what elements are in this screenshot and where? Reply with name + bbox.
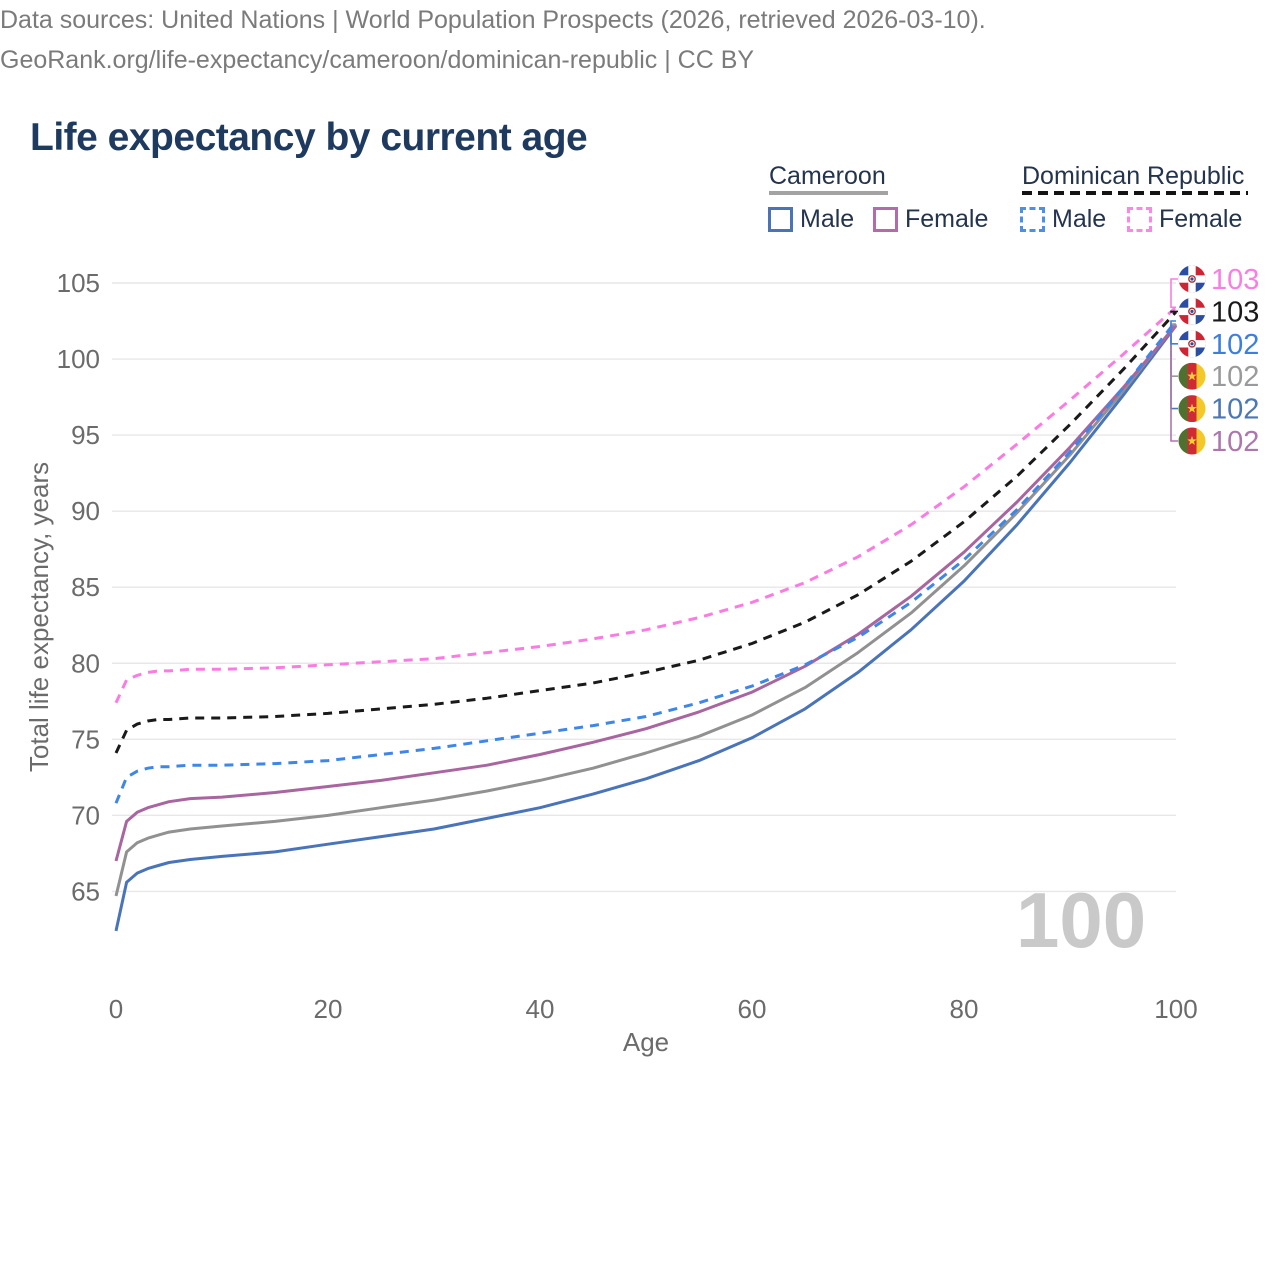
- cameroon-flag-icon: [1178, 427, 1206, 455]
- end-label-value: 102: [1211, 394, 1259, 426]
- footer-sources: Data sources: United Nations | World Pop…: [0, 6, 986, 34]
- x-tick-label: 60: [738, 994, 767, 1024]
- star-icon: [1187, 371, 1197, 381]
- legend-swatch-cameroon-female[interactable]: [873, 207, 898, 232]
- end-label-connector: [1170, 324, 1178, 442]
- end-label-value: 102: [1211, 329, 1259, 361]
- legend-group-dominican-republic[interactable]: Dominican Republic: [1022, 162, 1245, 190]
- star-icon: [1187, 403, 1197, 413]
- x-axis-title: Age: [623, 1027, 669, 1057]
- series-line-cameroon-female[interactable]: [114, 324, 1178, 862]
- y-tick-label: 80: [71, 648, 100, 678]
- series-line-dominican-republic-female[interactable]: [114, 306, 1177, 704]
- legend-underline-cameroon: [769, 191, 888, 195]
- legend-label-dominican-female[interactable]: Female: [1159, 205, 1243, 233]
- y-tick-label: 70: [71, 800, 100, 830]
- end-label-connector: [1170, 310, 1178, 313]
- star-icon: [1187, 436, 1197, 446]
- y-tick-label: 105: [57, 268, 100, 298]
- legend-label-dominican-male[interactable]: Male: [1052, 205, 1107, 233]
- dominican-republic-flag-icon: [1178, 297, 1206, 325]
- dominican-republic-flag-icon: [1178, 265, 1206, 293]
- series-line-cameroon-male[interactable]: [114, 324, 1178, 932]
- x-tick-label: 40: [526, 994, 555, 1024]
- series-line-cameroon-both-sexes[interactable]: [114, 323, 1178, 897]
- dominican-republic-flag-icon: [1178, 330, 1206, 358]
- end-label-value: 103: [1211, 264, 1259, 296]
- end-label-connector: [1170, 278, 1178, 309]
- end-label-value: 103: [1211, 296, 1259, 328]
- x-tick-label: 20: [314, 994, 343, 1024]
- x-tick-label: 80: [950, 994, 979, 1024]
- y-axis-title: Total life expectancy, years: [24, 462, 54, 772]
- y-tick-label: 95: [71, 420, 100, 450]
- x-tick-label: 0: [109, 994, 123, 1024]
- footer: Data sources: United Nations | World Pop…: [0, 0, 1280, 80]
- end-label-value: 102: [1211, 426, 1259, 458]
- y-tick-label: 90: [71, 496, 100, 526]
- series-line-dominican-republic-male[interactable]: [114, 320, 1178, 804]
- legend-underline-dominican-republic: [1022, 191, 1248, 195]
- legend-group-cameroon[interactable]: Cameroon: [769, 162, 886, 190]
- legend-swatch-dominican-male[interactable]: [1020, 207, 1045, 232]
- y-tick-label: 75: [71, 724, 100, 754]
- y-tick-label: 65: [71, 876, 100, 906]
- y-tick-label: 85: [71, 572, 100, 602]
- end-label-connector: [1170, 324, 1178, 410]
- cameroon-flag-icon: [1178, 362, 1206, 390]
- legend-swatch-dominican-female[interactable]: [1127, 207, 1152, 232]
- page-title: Life expectancy by current age: [30, 116, 588, 160]
- legend-swatch-cameroon-male[interactable]: [768, 207, 793, 232]
- x-tick-label: 100: [1154, 994, 1197, 1024]
- end-label-connector: [1170, 320, 1178, 345]
- series-line-dominican-republic-both-sexes[interactable]: [114, 310, 1178, 754]
- cameroon-flag-icon: [1178, 395, 1206, 423]
- y-tick-label: 100: [57, 344, 100, 374]
- watermark-age-indicator: 100: [1016, 876, 1146, 964]
- legend-label-cameroon-female[interactable]: Female: [905, 205, 989, 233]
- end-label-value: 102: [1211, 361, 1259, 393]
- legend-label-cameroon-male[interactable]: Male: [800, 205, 855, 233]
- footer-link[interactable]: GeoRank.org/life-expectancy/cameroon/dom…: [0, 46, 755, 74]
